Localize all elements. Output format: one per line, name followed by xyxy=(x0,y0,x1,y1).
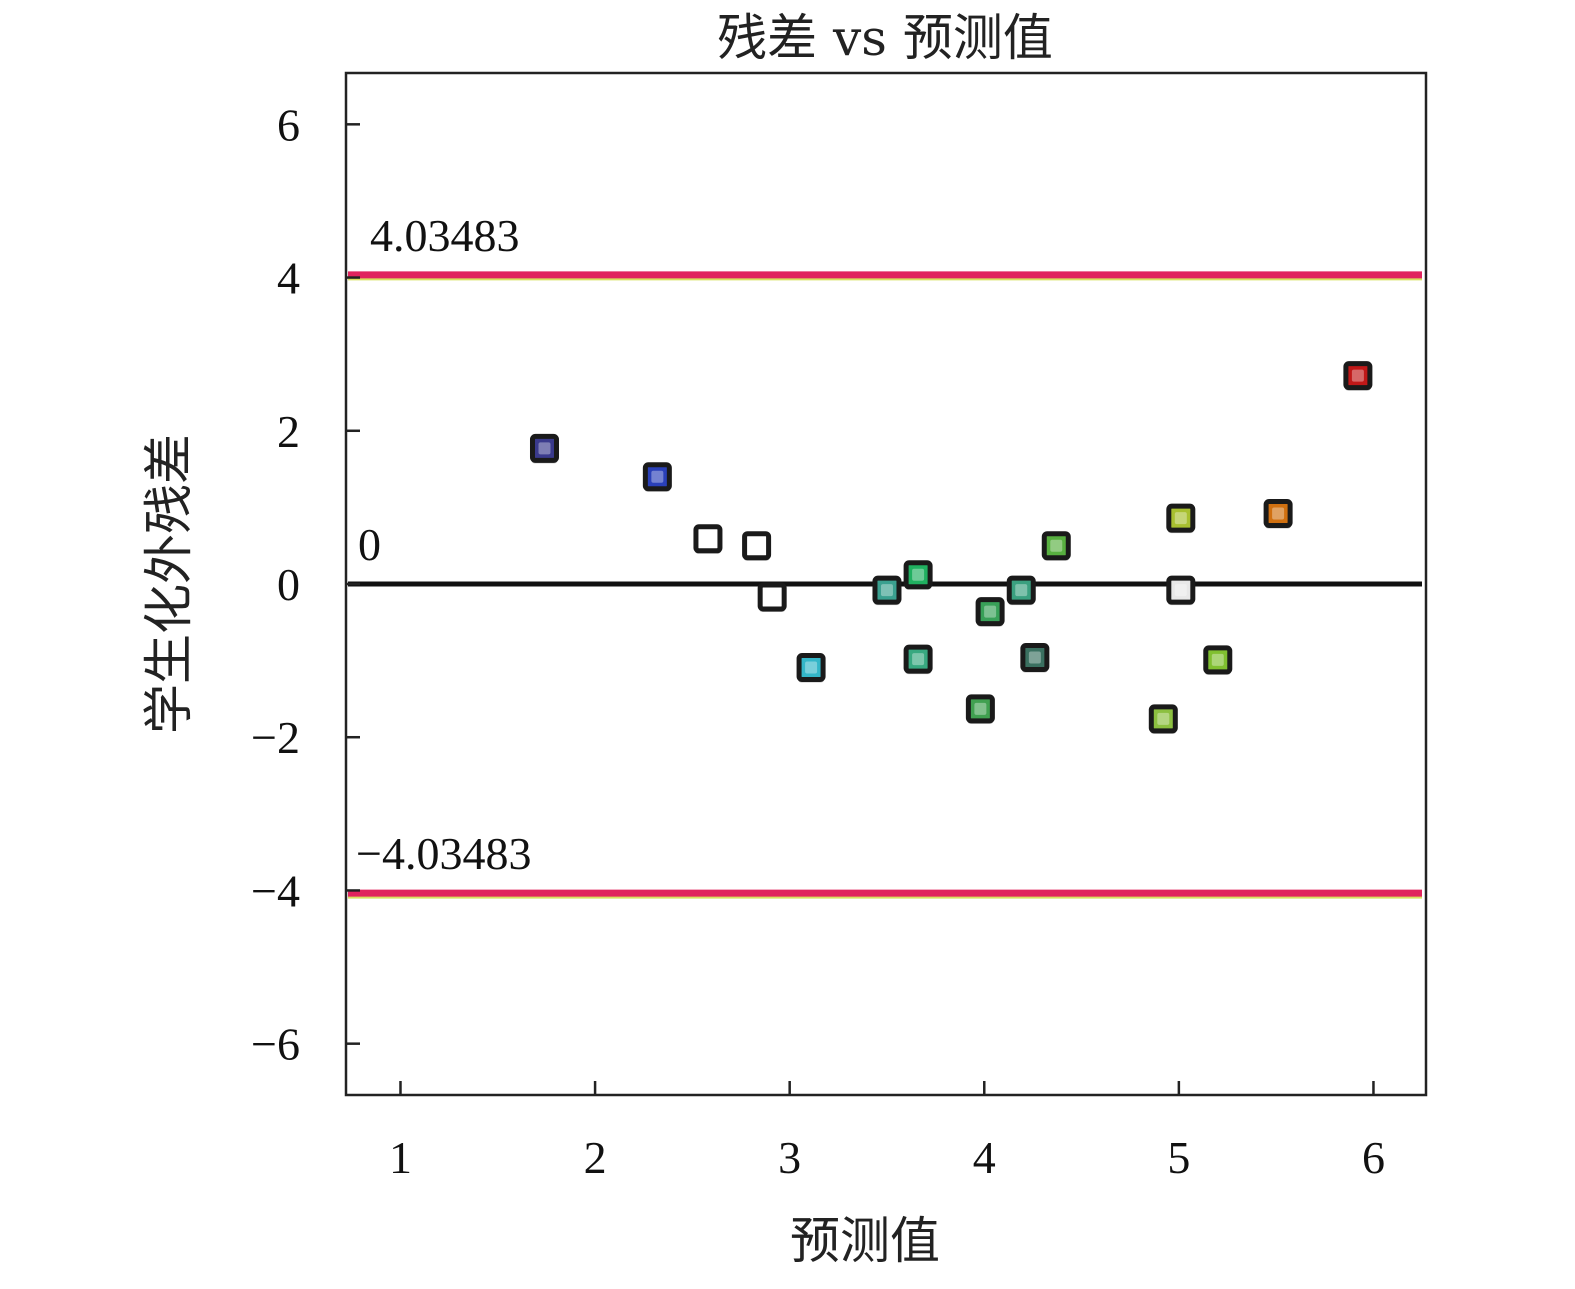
reference-line-label: 0 xyxy=(358,519,381,570)
x-axis-ticks: 1 2 3 4 5 6 xyxy=(389,1081,1385,1183)
x-tick-label: 5 xyxy=(1167,1132,1190,1183)
y-axis-label: 学生化外残差 xyxy=(140,434,198,734)
y-tick-label: −6 xyxy=(251,1019,300,1070)
data-point xyxy=(872,575,902,606)
data-point xyxy=(975,597,1005,627)
reference-lines: 4.03483 0 −4.03483 xyxy=(348,210,1422,899)
x-axis-label: 预测值 xyxy=(790,1212,940,1270)
data-point xyxy=(1148,704,1178,734)
x-tick-label: 1 xyxy=(389,1132,412,1183)
data-points xyxy=(529,361,1373,734)
data-point xyxy=(1263,499,1293,529)
data-point xyxy=(642,462,672,492)
data-point xyxy=(903,644,933,675)
data-point xyxy=(693,524,723,554)
y-tick-label: 4 xyxy=(277,253,300,304)
x-tick-label: 6 xyxy=(1362,1132,1385,1183)
y-tick-label: 2 xyxy=(277,406,300,457)
data-point xyxy=(1343,361,1373,391)
data-point xyxy=(903,560,933,590)
y-tick-label: 6 xyxy=(277,99,300,150)
y-tick-label: −4 xyxy=(251,865,300,916)
data-point xyxy=(742,531,772,561)
data-point xyxy=(1166,503,1196,534)
data-point xyxy=(757,582,787,613)
reference-line-label: 4.03483 xyxy=(370,210,520,261)
y-tick-label: −2 xyxy=(251,712,300,763)
reference-line-label: −4.03483 xyxy=(356,828,531,879)
data-point xyxy=(965,694,995,724)
x-tick-label: 2 xyxy=(584,1132,607,1183)
data-point xyxy=(529,433,559,464)
x-tick-label: 3 xyxy=(778,1132,801,1183)
y-axis-ticks: −6 −4 −2 0 2 4 6 xyxy=(251,99,360,1070)
data-point xyxy=(1166,575,1196,606)
chart-title: 残差 vs 预测值 xyxy=(717,9,1053,67)
data-point xyxy=(1006,575,1036,606)
data-point xyxy=(796,653,826,683)
data-point xyxy=(1020,643,1050,673)
x-tick-label: 4 xyxy=(973,1132,996,1183)
y-tick-label: 0 xyxy=(277,559,300,610)
data-point xyxy=(1041,531,1071,561)
data-point xyxy=(1203,645,1233,675)
